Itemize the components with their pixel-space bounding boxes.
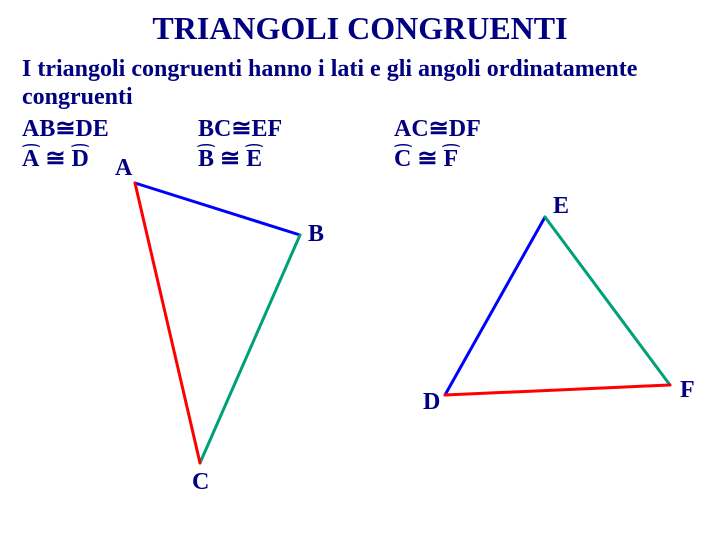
side-rel-3: AC≅DF	[394, 114, 554, 143]
angle-A: A	[22, 146, 39, 173]
triangles-diagram: A B C D E F	[0, 175, 720, 535]
edge-DF	[445, 385, 670, 395]
angle-rel-2: B ≅ E	[198, 144, 388, 173]
vertex-label-B: B	[308, 221, 324, 248]
edge-AC	[135, 183, 200, 463]
cong-symbol: ≅	[45, 146, 65, 172]
side-rel-2: BC≅EF	[198, 114, 388, 143]
vertex-label-C: C	[192, 469, 209, 496]
angle-rel-3: C ≅ F	[394, 144, 554, 173]
edge-AB	[135, 183, 300, 235]
vertex-label-E: E	[553, 193, 569, 220]
angle-B: B	[198, 146, 214, 173]
vertex-label-A: A	[115, 155, 132, 182]
side-congruences: AB≅DE BC≅EF AC≅DF	[22, 114, 554, 143]
cong-symbol: ≅	[220, 146, 240, 172]
cong-symbol: ≅	[417, 146, 437, 172]
angle-congruences: A ≅ D B ≅ E C ≅ F	[22, 144, 554, 173]
edge-DE	[445, 217, 545, 395]
angle-E: E	[246, 146, 262, 173]
vertex-label-D: D	[423, 389, 440, 416]
subtitle: I triangoli congruenti hanno i lati e gl…	[22, 56, 698, 111]
side-rel-1: AB≅DE	[22, 114, 192, 143]
vertex-label-F: F	[680, 377, 695, 404]
page-title: TRIANGOLI CONGRUENTI	[0, 10, 720, 47]
angle-F: F	[443, 146, 458, 173]
edge-EF	[545, 217, 670, 385]
edge-BC	[200, 235, 300, 463]
angle-D: D	[71, 146, 88, 173]
triangles-svg	[0, 175, 720, 535]
angle-C: C	[394, 146, 411, 173]
angle-rel-1: A ≅ D	[22, 144, 192, 173]
